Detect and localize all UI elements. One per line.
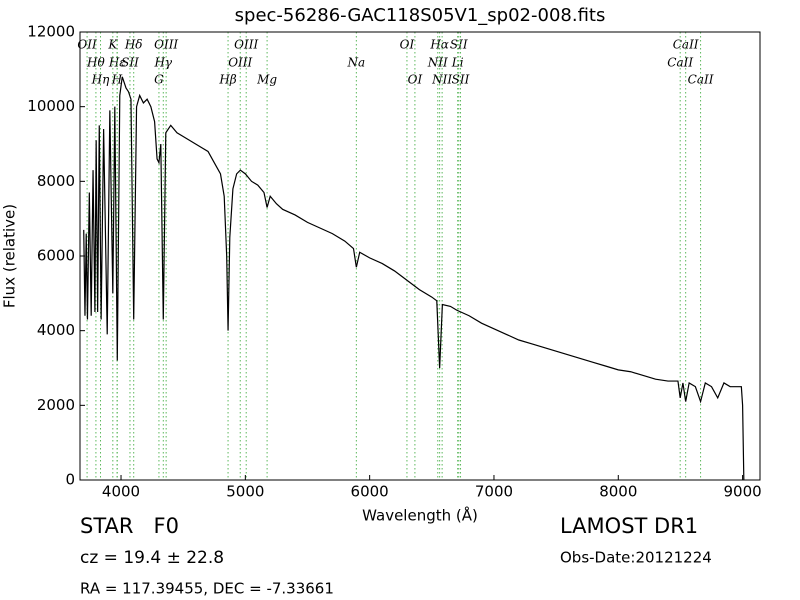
spectral-line-label: OI xyxy=(400,38,415,52)
spectral-line-label: CaII xyxy=(673,38,699,52)
spectral-line-label: G xyxy=(154,73,164,87)
y-tick-label: 2000 xyxy=(37,396,75,414)
x-tick-label: 5000 xyxy=(226,483,264,501)
spectral-line-label: Hθ xyxy=(86,56,105,70)
spectral-line-label: Hδ xyxy=(124,38,143,52)
spectral-line-label: Hε xyxy=(108,56,126,70)
y-axis-label: Flux (relative) xyxy=(1,204,19,308)
spectral-line-label: Na xyxy=(347,56,366,70)
spectral-line-label: OII xyxy=(77,38,97,52)
object-class: STAR F0 xyxy=(80,514,179,538)
plot-frame xyxy=(79,31,761,481)
spectral-line-label: Mg xyxy=(256,73,277,87)
spectral-line-label: OIII xyxy=(154,38,178,52)
coordinates: RA = 117.39455, DEC = -7.33661 xyxy=(80,580,334,598)
x-tick-label: 6000 xyxy=(351,483,389,501)
obs-date: Obs-Date:20121224 xyxy=(560,549,712,567)
y-tick-label: 4000 xyxy=(37,321,75,339)
chart-title: spec-56286-GAC118S05V1_sp02-008.fits xyxy=(235,5,606,26)
spectral-line-label: OIII xyxy=(234,38,258,52)
spectral-line-label: K xyxy=(107,38,118,52)
spectral-line-label: H xyxy=(111,73,123,87)
y-tick-label: 10000 xyxy=(27,97,75,115)
x-axis-label: Wavelength (Å) xyxy=(362,506,478,525)
x-tick-label: 7000 xyxy=(475,483,513,501)
survey: LAMOST DR1 xyxy=(560,514,698,538)
spectral-line-label: Hα xyxy=(429,38,449,52)
x-tick-label: 4000 xyxy=(102,483,140,501)
spectral-line-label: Hβ xyxy=(218,73,236,87)
x-tick-label: 9000 xyxy=(724,483,762,501)
spectral-line-label: NII xyxy=(427,56,448,70)
spectral-line-label: SII xyxy=(452,73,470,87)
spectral-line-label: SII xyxy=(450,38,468,52)
spectral-line-label: NII xyxy=(431,73,452,87)
y-tick-label: 12000 xyxy=(27,23,75,41)
y-tick-label: 6000 xyxy=(37,247,75,265)
spectral-line-label: OI xyxy=(408,73,423,87)
y-tick-label: 8000 xyxy=(37,172,75,190)
y-tick-label: 0 xyxy=(65,471,75,489)
spectral-line-label: Li xyxy=(451,56,464,70)
spectral-line-label: Hη xyxy=(91,73,110,87)
spectrum-line xyxy=(83,76,745,481)
spectral-line-label: CaII xyxy=(667,56,693,70)
spectral-line-label: OIII xyxy=(228,56,252,70)
x-tick-label: 8000 xyxy=(599,483,637,501)
redshift: cz = 19.4 ± 22.8 xyxy=(80,548,224,568)
spectral-line-label: Hγ xyxy=(153,56,172,70)
spectral-line-label: CaII xyxy=(688,73,714,87)
spectral-line-label: SII xyxy=(121,56,139,70)
